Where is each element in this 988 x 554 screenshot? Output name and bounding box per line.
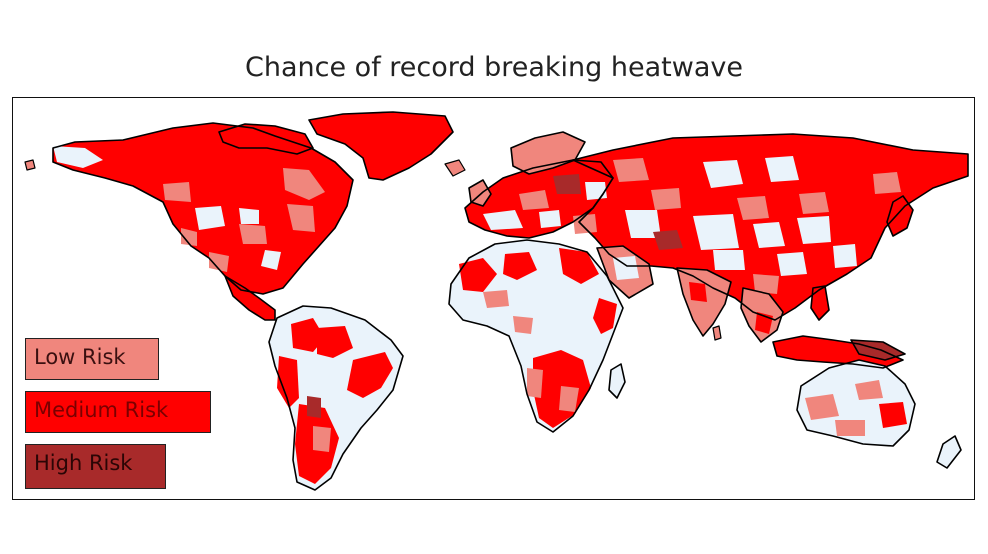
central-america-coast [224,275,276,321]
as-pale-5 [753,222,785,248]
af-red-1 [459,258,497,292]
sa-red-2 [317,326,353,358]
japan [887,196,913,236]
as-pale-6 [797,216,831,244]
philippines [811,286,829,320]
world-map-frame [12,97,975,500]
as-pale-3 [625,210,661,238]
af-low-3 [559,386,579,412]
coastlines [24,111,969,491]
as-low-5 [753,274,779,294]
as-pale-8 [777,252,807,276]
na-north-pale [53,146,103,168]
legend-medium-risk-label: Medium Risk [34,398,169,422]
greenland-coast [308,111,454,181]
in-red [689,282,707,302]
na-low-2 [163,182,191,202]
eu-pale-1 [483,210,523,230]
hawaii [24,159,36,171]
ar-pale [613,256,639,280]
af-red-3 [559,248,599,284]
af-low-2 [527,368,543,398]
sa-red-4 [347,352,393,398]
as-low-3 [737,196,769,220]
au-low-3 [835,420,865,436]
as-pale-7 [713,250,745,270]
india-coast [676,267,732,337]
na-pale-3 [261,250,281,270]
sri-lanka [712,325,722,341]
as-low-6 [873,172,901,194]
as-low-1 [613,158,649,182]
na-pale-2 [239,208,259,224]
philippines-coast [810,285,830,321]
af-red-2 [503,252,537,280]
south-america-coast [268,305,404,491]
madagascar-coast [608,363,626,399]
na-low-6 [209,252,229,272]
risk-patches [53,146,907,484]
eu-low-2 [573,214,597,234]
af-red-4 [593,298,617,334]
au-low-1 [805,394,839,420]
new-zealand-coast [936,435,962,469]
land-masses [53,112,968,490]
sa-red-1 [291,318,325,352]
australia-coast [796,359,916,447]
sa-low [313,426,331,452]
eu-pale-3 [585,182,607,200]
na-low-1 [181,228,197,246]
au-red [879,402,907,428]
north-america-coast [52,122,354,295]
new-guinea-coast [850,339,906,361]
eu-dark [553,174,581,194]
map-title: Chance of record breaking heatwave [245,52,743,83]
as-pale-1 [703,160,743,188]
greenland [309,112,453,180]
scandinavia [511,132,585,174]
na-pale-1 [195,206,225,230]
legend-high-risk: High Risk [25,444,166,489]
se-asia-coast [740,287,784,343]
as-low-4 [799,192,829,214]
au-low-2 [855,380,883,400]
eu-pale-2 [539,210,561,228]
africa-coast [448,239,624,433]
world-risk-map [24,111,969,491]
uk-ireland-coast [468,179,492,207]
as-pale-4 [693,214,739,250]
na-low-4 [283,168,325,200]
arabia-coast [596,245,654,299]
af-low-1 [483,290,509,308]
legend-medium-risk: Medium Risk [25,391,211,433]
sa-dark [307,396,321,418]
legend-low-risk: Low Risk [25,338,159,380]
japan-coast [886,195,914,237]
canadian-islands-coast [218,123,314,155]
na-low-3 [239,224,267,244]
as-dark-1 [653,230,683,250]
iceland [444,159,466,177]
eu-low-1 [519,190,549,210]
legend-low-risk-label: Low Risk [34,345,126,369]
sa-red-3 [277,356,299,408]
as-low-2 [651,188,681,210]
af-low-4 [513,316,533,334]
na-low-5 [287,204,315,232]
as-pale-2 [765,156,799,182]
as-pale-9 [833,244,857,268]
indonesia-coast [772,335,904,369]
canadian-islands [219,124,313,154]
legend-high-risk-label: High Risk [34,451,133,475]
asia-coast [572,133,969,321]
